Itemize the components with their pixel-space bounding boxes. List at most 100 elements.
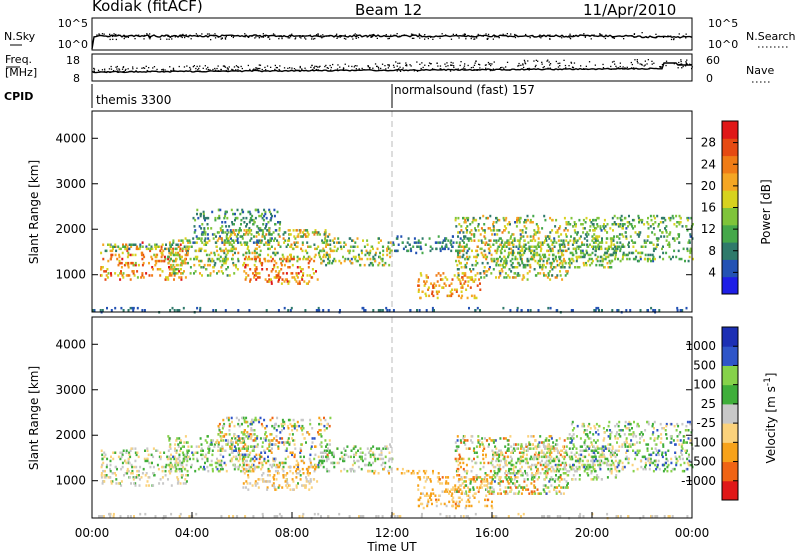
nave-dot <box>489 63 491 65</box>
heatmap-cell <box>271 463 274 467</box>
nave-dot <box>106 71 108 74</box>
noise-dot <box>137 34 139 37</box>
heatmap-cell <box>358 255 361 259</box>
heatmap-cell <box>601 241 604 244</box>
heatmap-cell <box>620 214 623 218</box>
heatmap-cell <box>417 484 420 487</box>
heatmap-cell <box>175 461 178 465</box>
heatmap-cell <box>425 469 428 473</box>
nave-dot <box>164 69 166 71</box>
heatmap-cell <box>327 257 330 261</box>
heatmap-cell <box>303 437 306 440</box>
heatmap-cell <box>285 447 288 450</box>
heatmap-cell <box>176 476 179 479</box>
heatmap-cell <box>685 225 688 228</box>
noise-dot <box>146 33 148 35</box>
heatmap-cell <box>228 422 231 426</box>
heatmap-cell <box>619 259 622 263</box>
heatmap-cell <box>327 447 329 450</box>
heatmap-cell <box>257 227 260 230</box>
heatmap-cell <box>441 476 444 479</box>
heatmap-cell <box>461 294 464 298</box>
nave-dot <box>491 63 493 65</box>
heatmap-cell <box>241 465 244 469</box>
heatmap-cell <box>625 309 628 312</box>
noise-dot <box>403 34 405 36</box>
nave-dot <box>685 62 687 64</box>
heatmap-cell <box>305 476 307 479</box>
heatmap-cell <box>207 227 209 230</box>
heatmap-cell <box>678 223 681 226</box>
heatmap-cell <box>369 249 372 253</box>
heatmap-cell <box>466 229 469 232</box>
heatmap-cell <box>210 251 213 255</box>
heatmap-cell <box>590 261 593 265</box>
heatmap-cell <box>145 472 148 475</box>
heatmap-cell <box>245 416 248 420</box>
heatmap-cell <box>233 435 235 438</box>
heatmap-cell <box>183 261 186 265</box>
heatmap-cell <box>200 266 203 269</box>
heatmap-cell <box>547 243 550 246</box>
heatmap-cell <box>247 488 250 491</box>
heatmap-cell <box>131 253 134 257</box>
nave-dot <box>377 66 380 68</box>
heatmap-cell <box>238 424 241 428</box>
heatmap-cell <box>396 237 399 240</box>
heatmap-cell <box>328 449 331 452</box>
heatmap-cell <box>215 235 217 238</box>
heatmap-cell <box>381 309 384 312</box>
nave-dot <box>610 68 612 70</box>
heatmap-cell <box>357 449 359 452</box>
heatmap-cell <box>171 272 174 275</box>
heatmap-cell <box>659 221 662 224</box>
heatmap-cell <box>462 457 465 461</box>
heatmap-cell <box>182 261 185 265</box>
heatmap-cell <box>325 241 328 244</box>
heatmap-cell <box>510 263 513 267</box>
nave-dot <box>499 68 501 70</box>
heatmap-cell <box>128 274 131 277</box>
nave-dot <box>376 65 378 67</box>
heatmap-cell <box>288 484 291 487</box>
heatmap-cell <box>464 263 467 267</box>
heatmap-cell <box>251 418 254 422</box>
nave-dot <box>110 68 113 70</box>
heatmap-cell <box>278 278 280 281</box>
heatmap-cell <box>241 453 244 457</box>
heatmap-cell <box>541 243 544 246</box>
heatmap-cell <box>487 247 490 251</box>
heatmap-cell <box>175 257 178 261</box>
nave-dot <box>387 64 389 66</box>
heatmap-cell <box>224 221 227 224</box>
heatmap-cell <box>380 257 383 261</box>
noise-dot <box>498 37 500 39</box>
heatmap-cell <box>235 449 237 452</box>
heatmap-cell <box>360 455 363 459</box>
heatmap-cell <box>492 268 495 271</box>
heatmap-cell <box>561 253 564 257</box>
heatmap-cell <box>539 263 541 267</box>
heatmap-cell <box>122 245 125 248</box>
heatmap-cell <box>228 424 231 428</box>
nave-dot <box>537 60 539 62</box>
noise-dot <box>169 36 171 38</box>
heatmap-cell <box>210 459 213 463</box>
heatmap-cell <box>598 263 601 267</box>
heatmap-cell <box>484 504 487 508</box>
heatmap-cell <box>513 237 516 240</box>
heatmap-cell <box>512 239 514 242</box>
heatmap-cell <box>285 441 288 444</box>
heatmap-cell <box>161 476 164 479</box>
nave-dot <box>93 67 95 70</box>
heatmap-cell <box>253 235 255 238</box>
heatmap-cell <box>325 457 328 461</box>
heatmap-cell <box>291 257 293 261</box>
heatmap-cell <box>608 259 611 263</box>
heatmap-cell <box>432 284 435 287</box>
heatmap-cell <box>322 451 325 454</box>
heatmap-cell <box>424 292 427 296</box>
heatmap-cell <box>254 270 257 273</box>
heatmap-cell <box>508 241 511 244</box>
nave-dot <box>220 68 222 71</box>
